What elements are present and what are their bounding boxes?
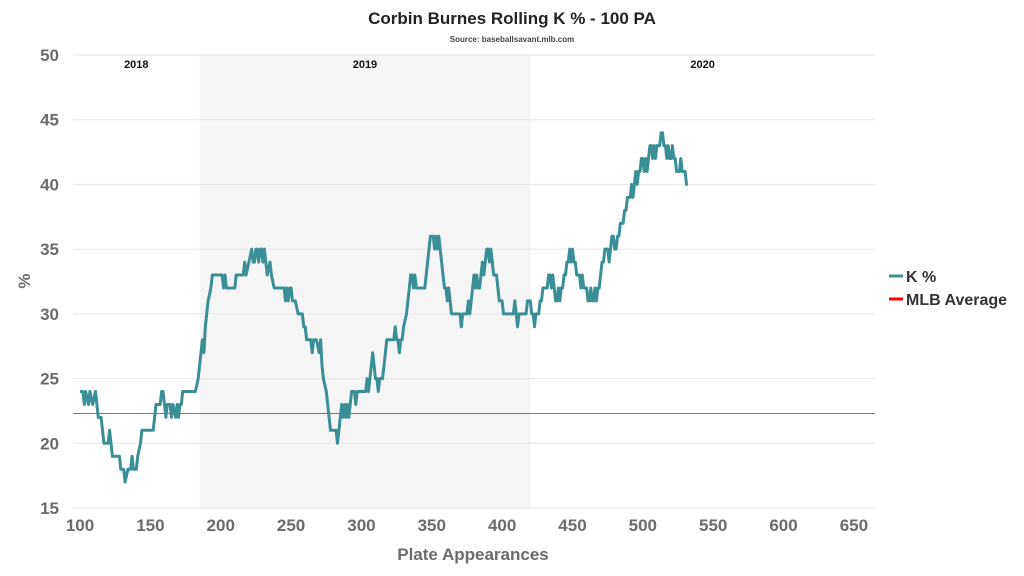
legend-item-mlb-average: MLB Average	[889, 292, 1007, 309]
x-tick-650: 650	[840, 516, 868, 535]
chart-subtitle: Source: baseballsavant.mlb.com	[450, 35, 575, 44]
legend-item-k-pct: K %	[889, 269, 936, 286]
x-tick-200: 200	[207, 516, 235, 535]
y-tick-20: 20	[40, 434, 59, 453]
season-label-2018: 2018	[124, 59, 148, 71]
y-tick-35: 35	[40, 240, 59, 259]
x-tick-100: 100	[66, 516, 94, 535]
x-tick-550: 550	[699, 516, 727, 535]
y-tick-45: 45	[40, 111, 59, 130]
y-axis-ticks: 15 20 25 30 35 40 45 50	[40, 46, 59, 518]
x-tick-600: 600	[769, 516, 797, 535]
season-label-2019: 2019	[353, 59, 377, 71]
y-tick-25: 25	[40, 370, 59, 389]
y-axis-label: %	[15, 273, 34, 288]
series-line-k-pct	[80, 131, 688, 484]
x-axis-ticks: 100 150 200 250 300 350 400 450 500 550 600 650	[66, 516, 868, 535]
x-tick-350: 350	[418, 516, 446, 535]
legend: K % MLB Average	[889, 269, 1007, 309]
x-tick-400: 400	[488, 516, 516, 535]
series-layer	[73, 131, 875, 484]
x-tick-500: 500	[629, 516, 657, 535]
x-tick-150: 150	[136, 516, 164, 535]
x-tick-250: 250	[277, 516, 305, 535]
chart-title: Corbin Burnes Rolling K % - 100 PA	[368, 9, 656, 28]
y-tick-15: 15	[40, 499, 59, 518]
season-label-2020: 2020	[690, 59, 714, 71]
x-tick-300: 300	[347, 516, 375, 535]
y-tick-30: 30	[40, 305, 59, 324]
x-axis-label: Plate Appearances	[397, 545, 549, 564]
legend-label-mlb-average: MLB Average	[906, 292, 1007, 309]
y-tick-50: 50	[40, 46, 59, 65]
y-tick-40: 40	[40, 175, 59, 194]
legend-label-k-pct: K %	[906, 269, 936, 286]
x-tick-450: 450	[558, 516, 586, 535]
season-labels: 2018 2019 2020	[124, 59, 715, 71]
